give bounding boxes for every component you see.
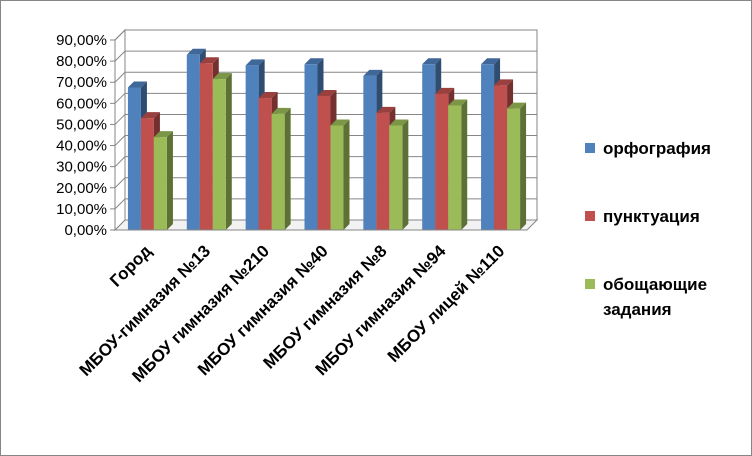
bar-top bbox=[140, 112, 160, 119]
bar-side bbox=[284, 107, 291, 230]
bar-top bbox=[317, 89, 337, 96]
bar-top bbox=[448, 99, 468, 106]
bar bbox=[448, 105, 462, 230]
bar-side bbox=[166, 131, 173, 230]
bar-top bbox=[153, 131, 173, 138]
bar bbox=[153, 137, 167, 230]
bar bbox=[330, 125, 344, 230]
bar bbox=[376, 112, 390, 230]
bar bbox=[258, 98, 272, 230]
bar bbox=[435, 93, 449, 230]
bar bbox=[317, 95, 331, 230]
bar bbox=[304, 64, 318, 231]
bar bbox=[363, 75, 377, 230]
bar bbox=[507, 108, 521, 230]
legend-label: пунктуация bbox=[603, 207, 700, 226]
bar-side bbox=[461, 99, 468, 230]
legend-swatch bbox=[585, 143, 595, 153]
x-category-label: МБОУ лицей №110 bbox=[384, 241, 509, 366]
y-tick-label: 90,00% bbox=[56, 32, 107, 49]
y-tick-label: 50,00% bbox=[56, 116, 107, 133]
bar bbox=[245, 65, 259, 230]
bar-top bbox=[304, 58, 324, 65]
bar-side bbox=[520, 102, 527, 230]
bar-top bbox=[245, 59, 265, 66]
y-tick-label: 60,00% bbox=[56, 95, 107, 112]
bar-top bbox=[376, 106, 396, 113]
legend-swatch bbox=[585, 211, 595, 221]
bar bbox=[186, 54, 200, 231]
bar-side bbox=[402, 119, 409, 230]
bars-layer bbox=[127, 48, 527, 231]
bar-top bbox=[481, 58, 501, 65]
bar-top bbox=[199, 57, 219, 64]
bar bbox=[481, 64, 495, 231]
bar-top bbox=[507, 102, 527, 109]
bar bbox=[127, 87, 141, 230]
bar-top bbox=[363, 69, 383, 76]
legend-label: обощающие bbox=[603, 275, 707, 294]
bar-top bbox=[389, 119, 409, 126]
y-tick-label: 20,00% bbox=[56, 180, 107, 197]
y-tick-label: 80,00% bbox=[56, 53, 107, 70]
bar-top bbox=[435, 87, 455, 94]
y-tick-label: 40,00% bbox=[56, 138, 107, 155]
bar bbox=[422, 64, 436, 231]
bar-top bbox=[212, 73, 232, 80]
bar bbox=[389, 125, 403, 230]
legend-swatch bbox=[585, 279, 595, 289]
gridline bbox=[114, 50, 537, 62]
bar-top bbox=[186, 48, 206, 55]
bar bbox=[212, 79, 226, 230]
bar bbox=[199, 63, 213, 230]
bar-side bbox=[343, 119, 350, 230]
legend-label-line2: задания bbox=[603, 300, 672, 319]
legend-layer: орфография пунктуация обощающие задания bbox=[585, 139, 711, 319]
x-category-label: Город bbox=[106, 241, 155, 290]
bar-top bbox=[258, 92, 278, 99]
bar-top bbox=[330, 119, 350, 126]
bar-top bbox=[271, 107, 291, 114]
bar-top bbox=[494, 79, 514, 86]
bar-top bbox=[127, 81, 147, 88]
gridline bbox=[114, 113, 537, 125]
y-tick-label: 0,00% bbox=[64, 222, 107, 239]
gridline bbox=[114, 92, 537, 104]
y-tick-label: 30,00% bbox=[56, 159, 107, 176]
bar-side bbox=[225, 73, 232, 230]
legend-label: орфография bbox=[603, 139, 711, 158]
gridline bbox=[114, 29, 537, 41]
y-tick-label: 70,00% bbox=[56, 74, 107, 91]
bar bbox=[271, 113, 285, 230]
y-tick-label: 10,00% bbox=[56, 201, 107, 218]
gridline bbox=[114, 71, 537, 83]
bar bbox=[494, 85, 508, 230]
bar bbox=[140, 118, 154, 230]
bar-top bbox=[422, 58, 442, 65]
